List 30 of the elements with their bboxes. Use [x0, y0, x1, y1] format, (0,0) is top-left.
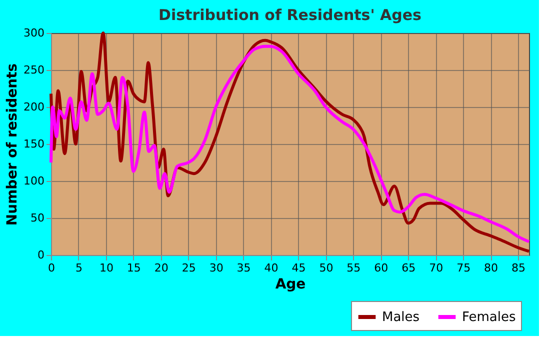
x-tick-label: 10 [99, 262, 114, 274]
x-tick-label: 85 [512, 262, 526, 274]
legend-label: Females [462, 310, 516, 325]
x-tick-label: 65 [402, 262, 416, 274]
x-tick-label: 30 [209, 262, 224, 274]
x-tick-label: 60 [374, 262, 388, 274]
x-tick-label: 70 [429, 262, 444, 274]
x-tick-label: 55 [346, 262, 361, 274]
y-tick-label: 150 [24, 138, 44, 150]
y-tick-label: 300 [24, 26, 44, 40]
x-tick-label: 35 [236, 262, 251, 274]
x-tick-label: 5 [75, 262, 82, 274]
x-tick-label: 25 [182, 262, 196, 274]
x-tick-label: 20 [154, 262, 168, 274]
x-tick-label: 80 [484, 262, 498, 274]
x-tick-label: 40 [264, 262, 278, 274]
y-tick-label: 250 [24, 64, 44, 76]
x-axis-title: Age [275, 276, 306, 292]
y-tick-label: 0 [38, 248, 44, 262]
y-axis-title: Number of residents [4, 63, 21, 226]
legend-label: Males [382, 310, 420, 325]
x-tick-label: 50 [319, 262, 334, 274]
x-tick-label: 45 [292, 262, 306, 274]
y-tick-label: 100 [24, 174, 44, 188]
chart-title: Distribution of Residents' Ages [158, 6, 422, 24]
y-tick-label: 50 [30, 212, 44, 224]
x-tick-label: 0 [48, 262, 55, 274]
y-tick-label: 200 [24, 100, 44, 114]
x-tick-label: 15 [126, 262, 141, 274]
x-tick-label: 75 [456, 262, 471, 274]
